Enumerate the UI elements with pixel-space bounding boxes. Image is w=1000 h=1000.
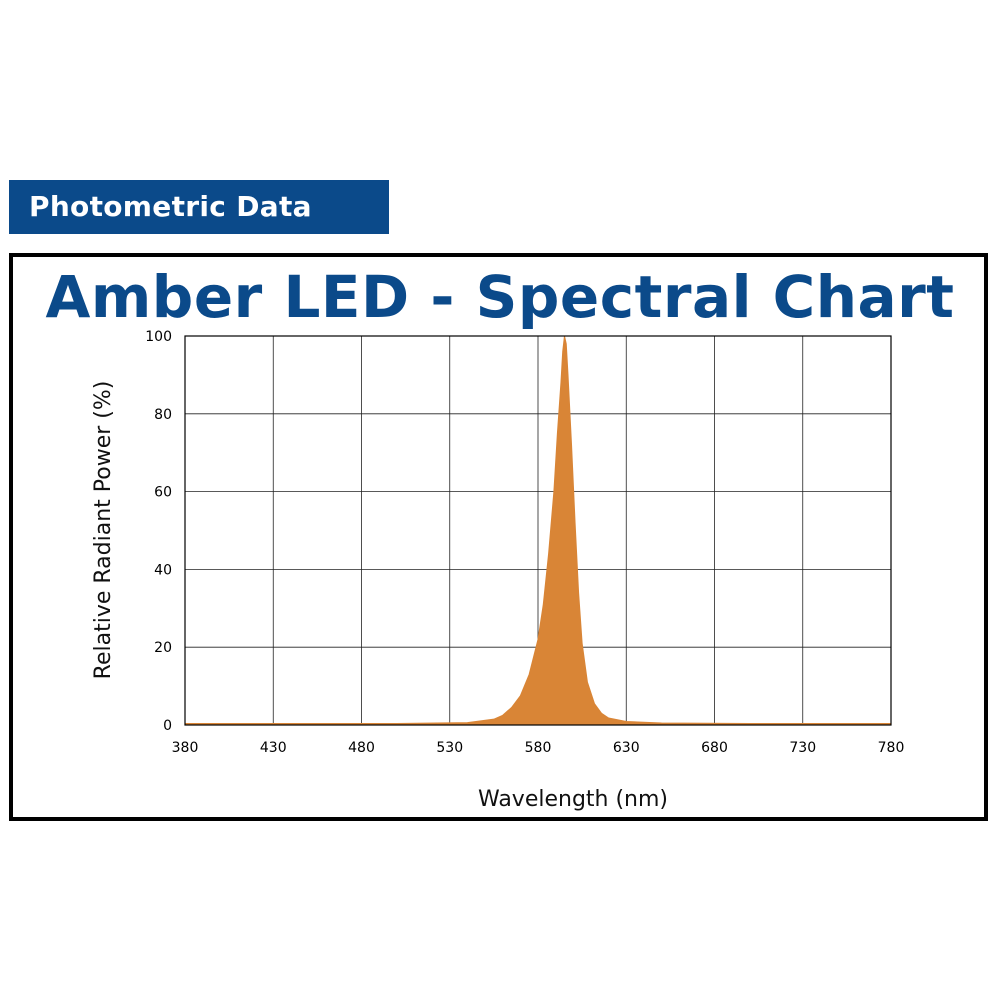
x-tick-label: 530: [436, 740, 463, 756]
x-axis-label: Wavelength (nm): [478, 787, 668, 812]
x-tick-label: 380: [172, 740, 199, 756]
y-tick-label: 0: [163, 718, 172, 734]
chart-title: Amber LED - Spectral Chart: [45, 263, 955, 331]
plot-border: [184, 335, 892, 726]
chart-frame: [9, 253, 988, 821]
x-tick-label: 480: [348, 740, 375, 756]
section-banner: Photometric Data: [9, 180, 389, 234]
tick-layer: 380 430 480 530 580 630 680 730 780 0 20 40 60 80 100: [145, 329, 904, 756]
x-tick-label: 780: [878, 740, 905, 756]
y-axis-label: Relative Radiant Power (%): [91, 381, 116, 680]
x-tick-label: 680: [701, 740, 728, 756]
y-tick-label: 60: [154, 485, 172, 501]
x-tick-label: 630: [613, 740, 640, 756]
y-tick-label: 80: [154, 407, 172, 423]
y-tick-label: 100: [145, 329, 172, 345]
x-tick-label: 730: [789, 740, 816, 756]
section-banner-label: Photometric Data: [29, 190, 312, 223]
y-tick-label: 20: [154, 640, 172, 656]
x-tick-label: 430: [260, 740, 287, 756]
axes-layer: [184, 335, 892, 726]
y-tick-label: 40: [154, 562, 172, 578]
x-tick-label: 580: [525, 740, 552, 756]
